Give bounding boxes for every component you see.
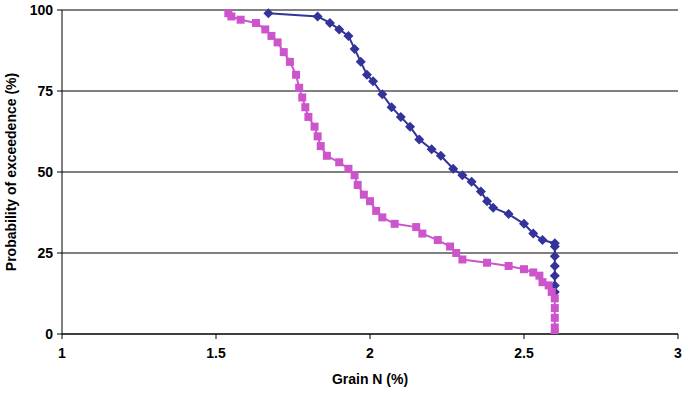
x-tick-label: 1 [58,345,66,361]
point [418,230,426,238]
y-tick-label: 25 [37,245,53,261]
x-tick [678,334,679,339]
x-tick-label: 3 [674,345,682,361]
x-tick-label: 2.5 [514,345,534,361]
point [537,235,547,245]
y-tick-label: 75 [37,83,53,99]
grid-line [62,253,678,254]
point [414,135,424,145]
grid-line [62,172,678,173]
point [350,44,360,54]
point [505,262,513,270]
point [550,261,560,271]
x-tick-label: 1.5 [206,345,226,361]
x-tick [370,334,371,339]
point [304,113,312,121]
point [528,229,538,239]
point [483,259,491,267]
point [448,164,458,174]
y-tick [57,334,62,335]
y-tick [57,172,62,173]
point [323,152,331,160]
point [311,123,319,131]
y-tick-label: 100 [30,2,54,18]
x-tick [216,334,217,339]
point [351,171,359,179]
point [313,11,323,21]
point [334,24,344,34]
point [488,203,498,213]
x-axis-label: Grain N (%) [332,371,408,387]
point [362,70,372,80]
point [504,209,514,219]
point [458,255,466,263]
point [396,112,406,122]
point [519,219,529,229]
point [550,251,560,261]
point [436,151,446,161]
point [301,103,309,111]
point [366,197,374,205]
point [550,271,560,281]
point [280,48,288,56]
series-line [228,13,554,334]
point [551,294,559,302]
chart: 0 25 50 75 100 1 1.5 2 2.5 3 Grain N (%) Probabilit… [0,0,685,393]
plot-area [224,8,559,334]
point [387,102,397,112]
point [343,31,353,41]
point [378,213,386,221]
point [295,84,303,92]
grid-line [62,334,678,335]
point [317,142,325,150]
y-tick-label: 0 [45,326,53,342]
point [405,122,415,132]
grid-line [62,91,678,92]
y-tick [57,91,62,92]
point [263,8,273,18]
point [377,89,387,99]
point [368,76,378,86]
point [274,38,282,46]
point [551,314,559,322]
y-axis-label: Probability of exceedence (%) [3,73,19,271]
x-axis [62,334,678,335]
point [227,12,235,20]
x-tick-label: 2 [366,345,374,361]
point [467,177,477,187]
point [457,170,467,180]
y-tick [57,10,62,11]
point [427,144,437,154]
point [391,220,399,228]
point [314,132,322,140]
point [286,58,294,66]
point [325,18,335,28]
point [354,181,362,189]
point [476,186,486,196]
series-line [268,13,554,292]
point [551,330,559,334]
grid-line [62,10,678,11]
y-axis [62,10,63,334]
point [252,19,260,27]
point [356,57,366,67]
point [550,242,560,252]
x-tick [62,334,63,339]
point [298,93,306,101]
point [551,304,559,312]
point [482,196,492,206]
point [237,16,245,24]
y-tick [57,253,62,254]
y-tick-label: 50 [37,164,53,180]
point [520,265,528,273]
point [292,71,300,79]
x-tick [524,334,525,339]
point [434,236,442,244]
point [335,158,343,166]
